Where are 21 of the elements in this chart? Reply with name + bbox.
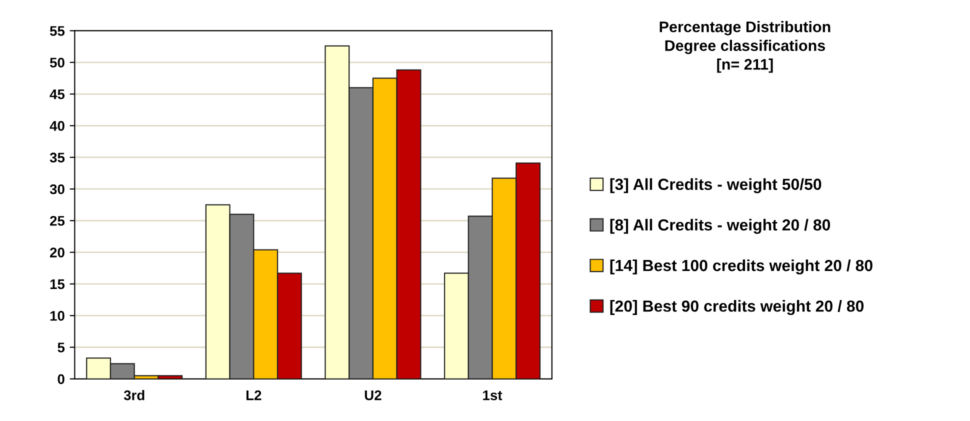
x-tick-label: 3rd <box>124 390 144 400</box>
legend-label: [20] Best 90 credits weight 20 / 80 <box>610 300 864 316</box>
x-tick-label: L2 <box>246 390 262 400</box>
x-tick-label: U2 <box>364 390 382 400</box>
y-tick-label: 25 <box>50 216 65 226</box>
y-tick-label: 50 <box>50 58 64 68</box>
y-tick-label: 20 <box>50 248 64 258</box>
x-tick-label: 1st <box>483 390 502 400</box>
y-tick-label: 55 <box>50 26 65 36</box>
y-tick-label: 45 <box>50 90 65 100</box>
y-tick-label: 35 <box>50 152 65 163</box>
text: Percentage Distribution Degree classifications [n= 211] <box>660 21 830 73</box>
y-tick-label: 40 <box>50 121 64 131</box>
y-tick-label: 30 <box>50 184 64 194</box>
legend-label: [3] All Credits - weight 50/50 <box>610 178 822 194</box>
y-tick-label: 5 <box>58 342 65 352</box>
y-tick-label: 10 <box>50 310 64 321</box>
legend-label: [8] All Credits - weight 20 / 80 <box>610 218 830 234</box>
legend-label: [14] Best 100 credits weight 20 / 80 <box>610 259 872 274</box>
y-tick-label: 15 <box>50 279 65 290</box>
y-tick-label: 0 <box>58 374 64 384</box>
